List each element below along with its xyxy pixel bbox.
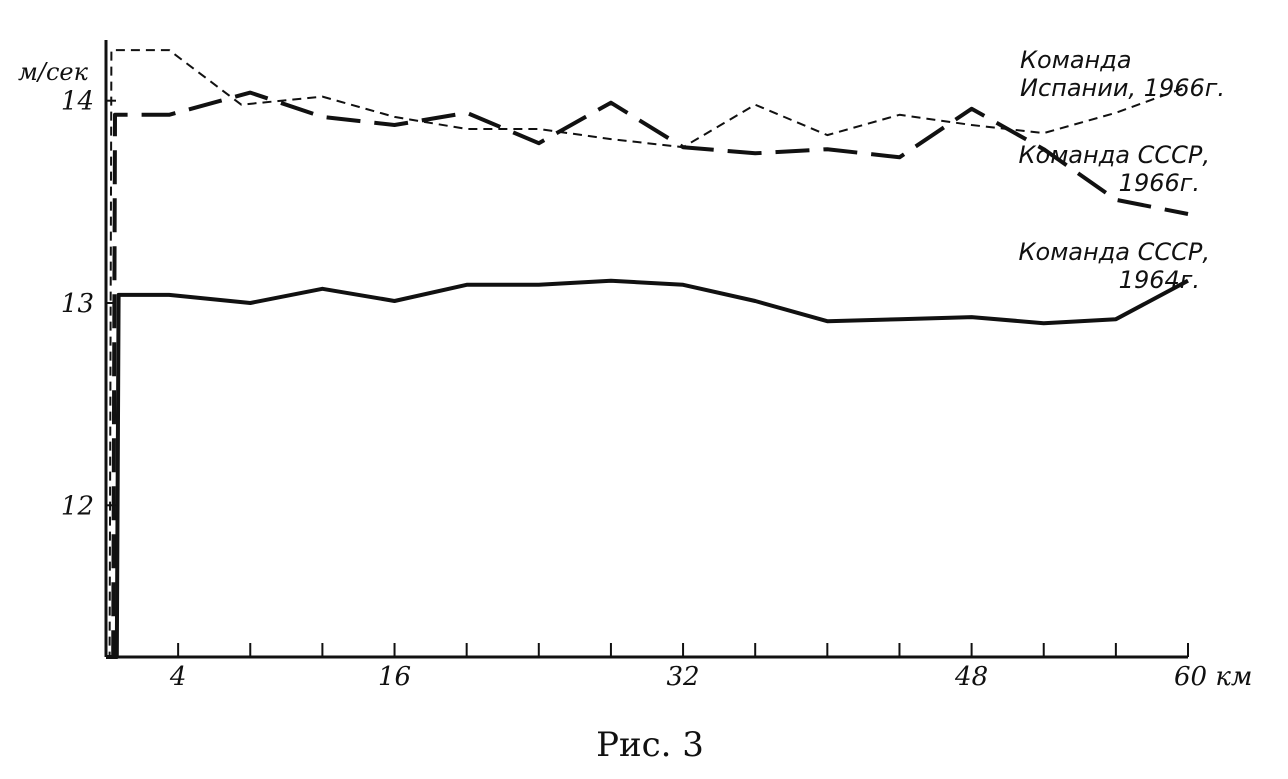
y-tick-label: 13 xyxy=(61,289,94,319)
y-tick-label: 14 xyxy=(61,87,94,117)
series-layer xyxy=(106,49,1189,659)
series-line-2 xyxy=(106,90,1189,659)
x-tick-label: 48 xyxy=(954,662,988,692)
series-label-2: Команда СССР, xyxy=(1018,141,1210,169)
series-line-1 xyxy=(106,49,1189,658)
series-label-1: Испании, 1966г. xyxy=(1020,74,1225,102)
series-label-2: 1966г. xyxy=(1119,169,1200,197)
series-label-3: 1964г. xyxy=(1119,266,1200,294)
y-tick-label: 12 xyxy=(61,491,94,521)
figure-caption: Рис. 3 xyxy=(596,725,704,765)
x-tick-label: 16 xyxy=(378,662,411,692)
ticks: 4 16 32 48 60 км 12 13 14 xyxy=(61,87,1253,692)
series-label-1: Команда xyxy=(1020,46,1132,74)
x-tick-label: 60 км xyxy=(1174,662,1252,692)
x-tick-label: 32 xyxy=(667,662,700,692)
series-label-3: Команда СССР, xyxy=(1018,238,1210,266)
y-axis-unit: м/сек xyxy=(18,58,89,86)
series-line-3 xyxy=(106,278,1189,659)
x-tick-label: 4 xyxy=(169,662,187,692)
axes xyxy=(104,40,1188,659)
